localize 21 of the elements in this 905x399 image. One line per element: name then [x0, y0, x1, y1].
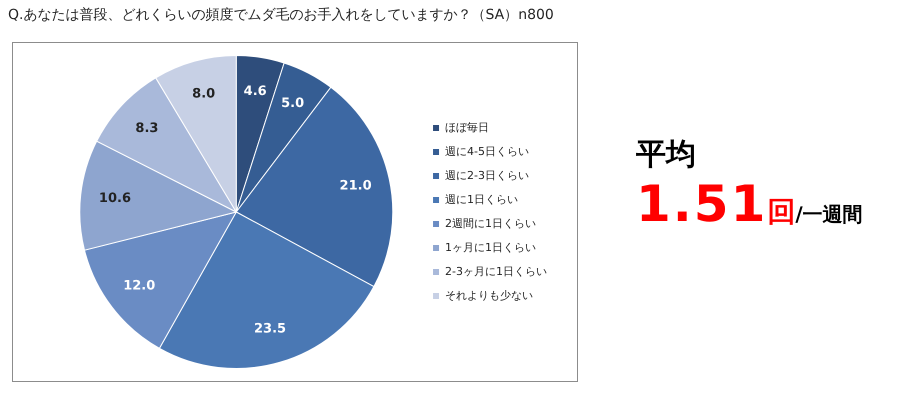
text: 平均: [636, 136, 697, 174]
legend-label: 2-3ヶ月に1日くらい: [445, 264, 548, 278]
data-label: 8.0: [192, 86, 216, 102]
legend-label: 2週間に1日くらい: [445, 216, 536, 230]
data-label: 12.0: [123, 278, 156, 294]
legend-label: 週に1日くらい: [445, 192, 518, 206]
legend-label: ほぼ毎日: [445, 120, 490, 134]
data-label: 5.0: [281, 96, 304, 112]
legend-label: 週に2-3日くらい: [445, 168, 530, 182]
text: /一週間: [795, 202, 863, 226]
text: 1.51: [636, 175, 768, 233]
data-label: 23.5: [254, 322, 286, 337]
data-label: 8.3: [135, 121, 158, 136]
data-label: 10.6: [98, 190, 131, 206]
data-label: 21.0: [340, 178, 372, 194]
text: 回: [767, 195, 796, 228]
legend-label: 1ヶ月に1日くらい: [445, 240, 536, 254]
chart-title: Q.あなたは普段、どれくらいの頻度でムダ毛のお手入れをしていますか？（SA）n800: [8, 6, 554, 24]
legend-label: 週に4-5日くらい: [445, 144, 530, 158]
legend-label: それよりも少ない: [445, 288, 534, 302]
data-label: 4.6: [244, 84, 267, 99]
